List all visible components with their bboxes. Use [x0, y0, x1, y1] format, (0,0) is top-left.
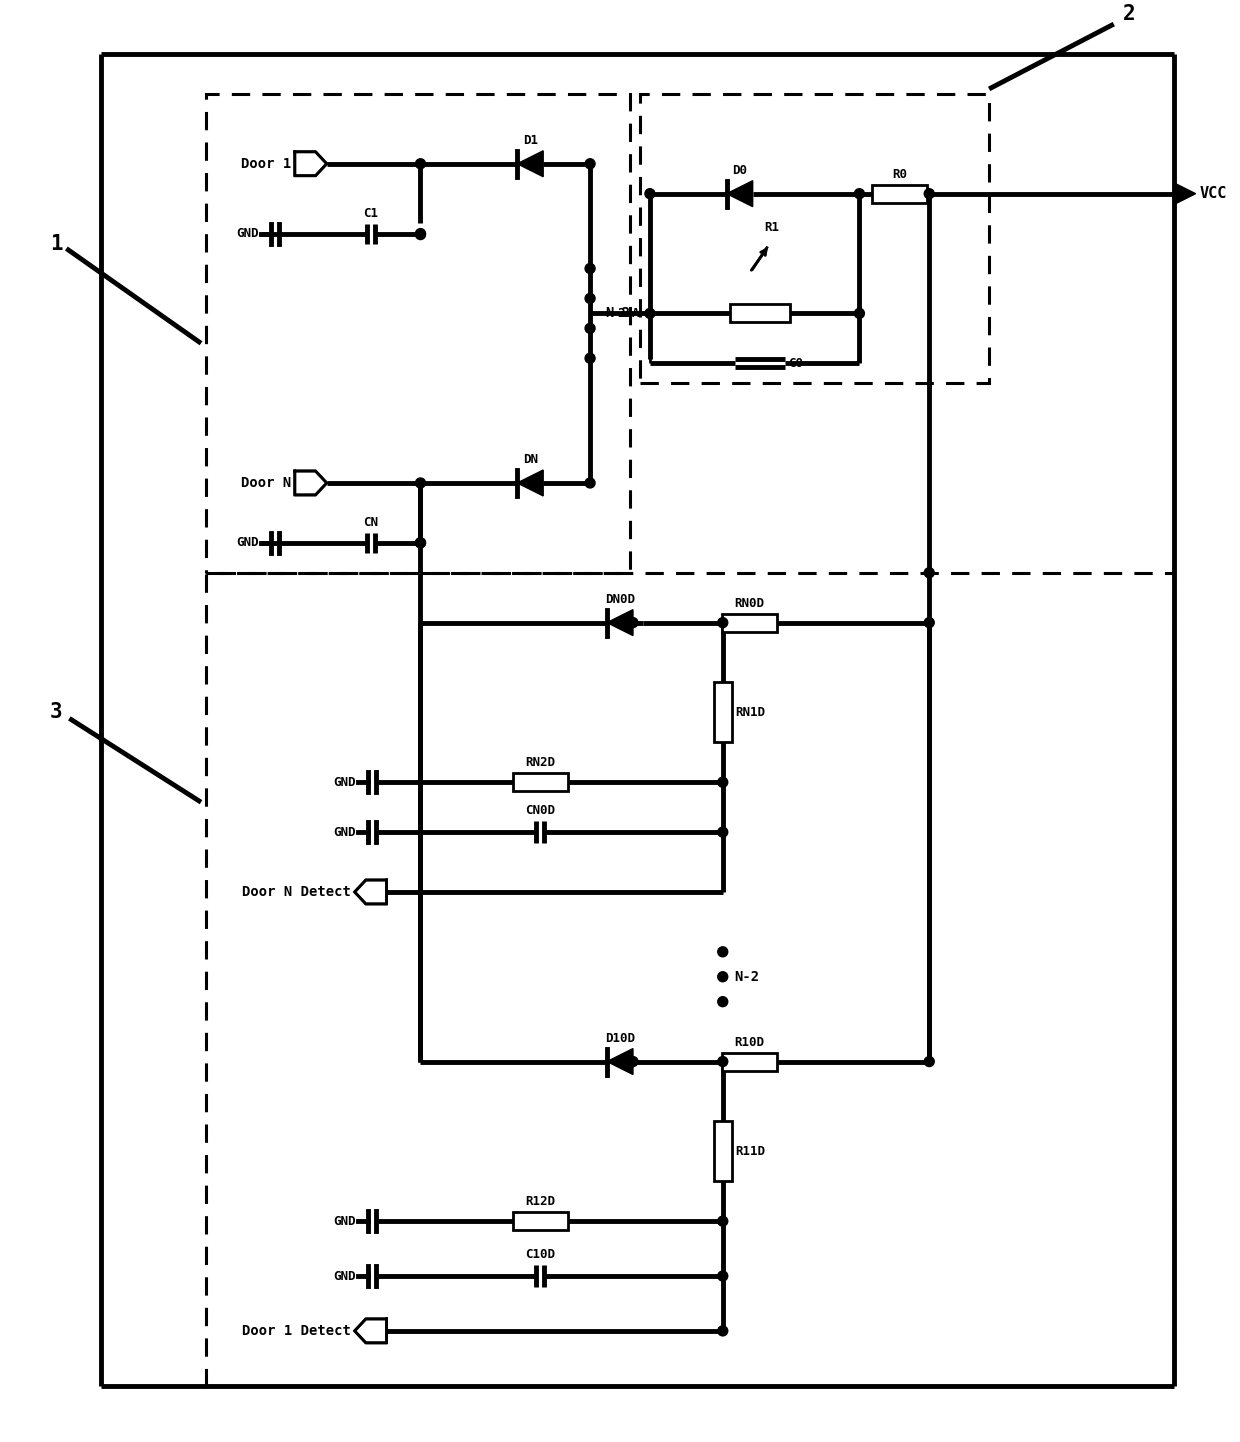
Circle shape [585, 159, 595, 169]
Circle shape [585, 293, 595, 303]
Text: R0: R0 [892, 167, 906, 180]
Circle shape [645, 309, 655, 319]
Text: 1: 1 [50, 234, 63, 254]
Text: C0: C0 [789, 356, 804, 369]
Text: DN0D: DN0D [605, 593, 635, 606]
Circle shape [924, 1057, 934, 1067]
Text: CN0D: CN0D [526, 805, 556, 818]
Circle shape [585, 264, 595, 274]
Circle shape [415, 229, 425, 239]
Text: RN2D: RN2D [526, 756, 556, 769]
Text: R12D: R12D [526, 1195, 556, 1208]
Text: 2-A: 2-A [618, 307, 640, 320]
Text: GND: GND [334, 1214, 356, 1227]
Circle shape [415, 159, 425, 169]
Text: D0: D0 [732, 164, 748, 177]
Circle shape [924, 568, 934, 578]
Circle shape [415, 538, 425, 548]
Polygon shape [608, 610, 632, 636]
Text: R10D: R10D [734, 1035, 765, 1048]
Circle shape [415, 538, 425, 548]
Bar [513, 1213, 568, 1230]
Text: GND: GND [334, 826, 356, 839]
Circle shape [415, 229, 425, 238]
Text: GND: GND [237, 536, 259, 549]
Text: RN1D: RN1D [735, 707, 766, 720]
Circle shape [924, 617, 934, 627]
Circle shape [718, 1057, 728, 1067]
Text: N-2: N-2 [605, 306, 630, 320]
Polygon shape [608, 1048, 632, 1074]
Text: D1: D1 [523, 134, 538, 147]
Polygon shape [1173, 183, 1195, 205]
Text: RN0D: RN0D [734, 597, 765, 610]
Text: Door 1: Door 1 [241, 157, 291, 170]
Text: GND: GND [334, 776, 356, 789]
Text: Door 1 Detect: Door 1 Detect [242, 1324, 351, 1338]
Polygon shape [517, 470, 543, 496]
Text: C10D: C10D [526, 1249, 556, 1262]
Bar [722, 1053, 777, 1070]
Circle shape [718, 777, 728, 787]
Text: DN: DN [523, 453, 538, 466]
Text: R1: R1 [765, 221, 780, 234]
Circle shape [415, 477, 425, 487]
Polygon shape [355, 880, 387, 904]
Polygon shape [295, 151, 326, 176]
Text: 2: 2 [1122, 4, 1135, 25]
Bar [714, 1122, 732, 1181]
Text: R11D: R11D [735, 1145, 766, 1158]
Bar [206, 572, 1173, 1386]
Circle shape [718, 1216, 728, 1226]
Bar [714, 682, 732, 743]
Text: CN: CN [363, 516, 378, 529]
Polygon shape [295, 472, 326, 495]
Text: Door N Detect: Door N Detect [242, 885, 351, 898]
Circle shape [718, 828, 728, 838]
Circle shape [854, 309, 864, 319]
Text: VCC: VCC [1199, 186, 1226, 202]
Polygon shape [727, 180, 753, 206]
Circle shape [718, 1270, 728, 1280]
Text: 3: 3 [50, 702, 63, 722]
Circle shape [645, 189, 655, 199]
Bar [872, 185, 926, 203]
Text: GND: GND [334, 1269, 356, 1282]
Circle shape [718, 972, 728, 982]
Bar [729, 304, 790, 323]
Circle shape [585, 353, 595, 363]
Circle shape [718, 947, 728, 957]
Text: C1: C1 [363, 206, 378, 219]
Circle shape [718, 996, 728, 1007]
Bar [640, 94, 990, 384]
Bar [206, 94, 630, 572]
Circle shape [718, 617, 728, 627]
Circle shape [627, 1057, 637, 1067]
Circle shape [854, 189, 864, 199]
Bar [722, 614, 777, 632]
Text: Door N: Door N [241, 476, 291, 490]
Circle shape [585, 323, 595, 333]
Circle shape [718, 1325, 728, 1335]
Text: GND: GND [237, 226, 259, 239]
Polygon shape [517, 151, 543, 177]
Circle shape [627, 617, 637, 627]
Polygon shape [355, 1319, 387, 1343]
Circle shape [585, 477, 595, 487]
Circle shape [924, 189, 934, 199]
Text: D10D: D10D [605, 1031, 635, 1044]
Text: N-2: N-2 [735, 970, 760, 983]
Bar [513, 773, 568, 792]
